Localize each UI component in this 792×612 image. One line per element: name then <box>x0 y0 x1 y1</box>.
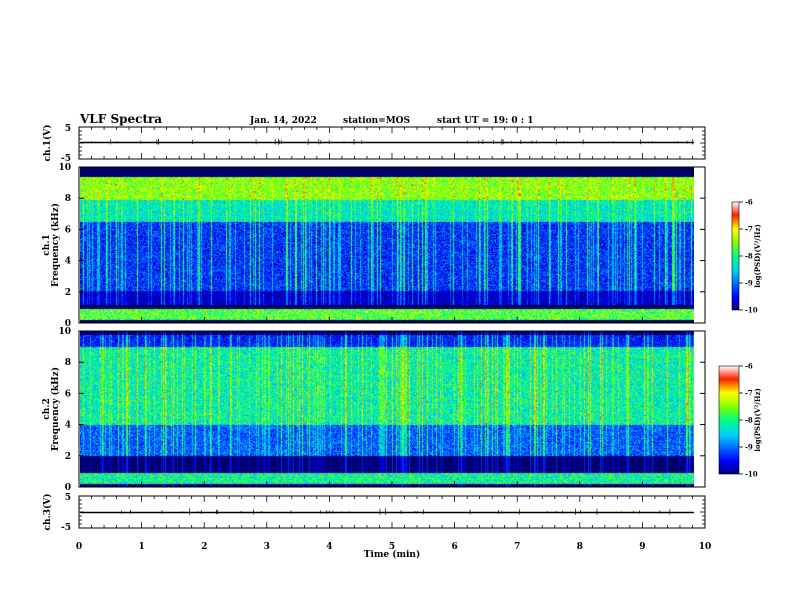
x-axis-label: Time (min) <box>364 549 421 560</box>
spec1-ytick-6: 6 <box>65 225 71 235</box>
spec1-ytick-10: 10 <box>58 163 71 173</box>
ch2-spec-ylabel: ch.2 <box>42 398 52 419</box>
spec1-ytick-4: 4 <box>65 257 71 267</box>
ch1-spectrogram-panel: ch.1 Frequency (kHz) <box>42 166 706 324</box>
spec1-ytick-2: 2 <box>65 288 71 298</box>
colorbar-tick-label--9: -9 <box>745 443 753 452</box>
colorbar-tick-label--7: -7 <box>745 225 753 234</box>
spec2-ytick-10: 10 <box>58 327 71 337</box>
figure-title: VLF Spectra <box>79 112 162 126</box>
ch3-ylabel: ch.3(V) <box>42 494 53 531</box>
spec2-ytick-4: 4 <box>65 421 71 431</box>
ch1-spec-ylabel-freq: Frequency (kHz) <box>50 203 61 287</box>
ch2-spec-ylabel-freq: Frequency (kHz) <box>50 367 61 451</box>
colorbar-tick-label--8: -8 <box>745 252 753 261</box>
colorbar-tick-label--9: -9 <box>745 279 753 288</box>
spec2-image <box>80 331 694 487</box>
ch3-ytick-bottom: -5 <box>61 523 71 533</box>
start-time-label: start UT = 19: 0 : 1 <box>437 116 534 126</box>
spec1-ytick-0: 0 <box>65 319 71 329</box>
spec2-ytick-0: 0 <box>65 483 71 493</box>
ch3-ytick-top: 5 <box>65 493 71 503</box>
ch2-colorbar-label: log(PSD)(V²/Hz) <box>753 388 762 452</box>
colorbar-tick-label--6: -6 <box>745 198 753 207</box>
x-tick-label-10: 10 <box>699 542 712 552</box>
ch1-colorbar: -6 -7 -8 -9 -10 log(PSD)(V²/Hz) <box>731 198 762 315</box>
colorbar-tick-label--7: -7 <box>745 389 753 398</box>
colorbar-tick-label--10: -10 <box>745 470 758 479</box>
x-tick-label-7: 7 <box>514 542 520 552</box>
spec1-image <box>80 167 694 323</box>
station-label: station=MOS <box>343 116 410 126</box>
x-tick-label-8: 8 <box>577 542 583 552</box>
ch2-spectrogram-panel: ch.2 Frequency (kHz) <box>42 330 706 488</box>
x-tick-label-4: 4 <box>326 542 332 552</box>
x-tick-label-3: 3 <box>264 542 270 552</box>
colorbar-tick-label--10: -10 <box>745 306 758 315</box>
x-tick-label-0: 0 <box>76 542 82 552</box>
x-tick-label-1: 1 <box>138 542 144 552</box>
ch1-ytick-top: 5 <box>65 124 71 134</box>
x-tick-label-2: 2 <box>201 542 207 552</box>
date-label: Jan. 14, 2022 <box>249 116 317 126</box>
ch1-ylabel: ch.1(V) <box>42 125 53 162</box>
spec1-ytick-8: 8 <box>65 194 71 204</box>
ch1-colorbar-label: log(PSD)(V²/Hz) <box>753 224 762 288</box>
ch1-spec-ylabel: ch.1 <box>42 234 52 255</box>
ch1-ytick-bottom: -5 <box>61 154 71 164</box>
spec2-ytick-6: 6 <box>65 389 71 399</box>
ch2-colorbar: -6 -7 -8 -9 -10 log(PSD)(V²/Hz) <box>718 362 762 479</box>
x-tick-label-6: 6 <box>451 542 457 552</box>
x-tick-label-5: 5 <box>389 542 395 552</box>
colorbar-tick-label--6: -6 <box>745 362 753 371</box>
x-tick-label-9: 9 <box>639 542 645 552</box>
spec2-ytick-8: 8 <box>65 358 71 368</box>
spec2-ytick-2: 2 <box>65 452 71 462</box>
colorbar-tick-label--8: -8 <box>745 416 753 425</box>
